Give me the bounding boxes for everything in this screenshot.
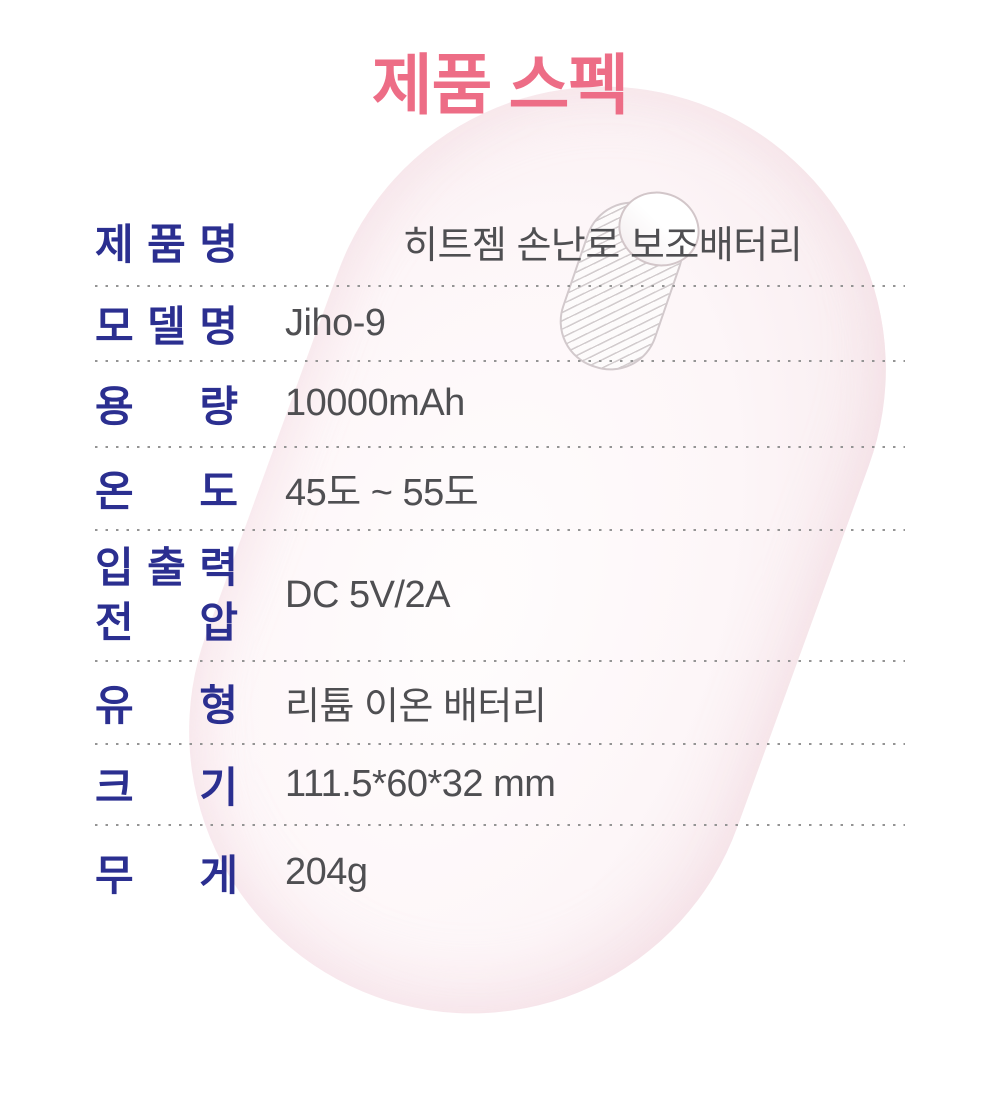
- row-divider: [95, 823, 905, 826]
- spec-value-product-name: 히트젬 손난로 보조배터리: [403, 224, 803, 267]
- row-divider: [95, 359, 905, 362]
- row-divider: [95, 742, 905, 745]
- spec-value-battery-type: 리튬 이온 배터리: [285, 685, 547, 728]
- spec-value-io-voltage: DC 5V/2A: [285, 573, 450, 616]
- row-divider: [95, 528, 905, 531]
- row-divider: [95, 284, 905, 287]
- row-divider: [95, 659, 905, 662]
- row-divider: [95, 445, 905, 448]
- page-title: 제품 스펙: [371, 48, 629, 122]
- spec-value-model-name: Jiho-9: [285, 301, 386, 344]
- spec-value-weight: 204g: [285, 850, 368, 893]
- spec-value-size: 111.5*60*32 mm: [285, 762, 556, 805]
- spec-value-temperature: 45도 ~ 55도: [285, 471, 479, 514]
- spec-value-capacity: 10000mAh: [285, 382, 465, 424]
